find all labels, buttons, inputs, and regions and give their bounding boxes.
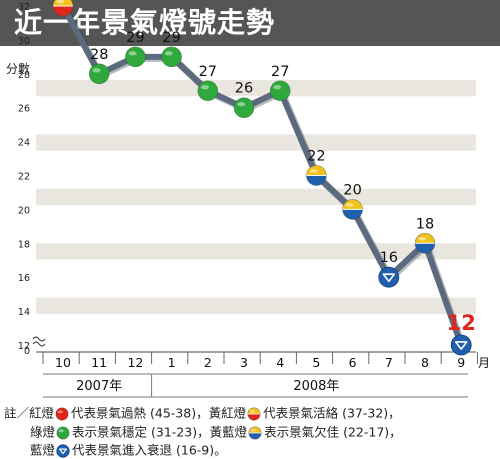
data-point [269, 80, 291, 102]
data-label: 16 [380, 250, 398, 266]
y-tick-label: 12 [18, 341, 30, 352]
y-tick-label: 28 [18, 70, 30, 81]
data-label: 12 [447, 311, 476, 335]
y-tick-label: 24 [18, 138, 30, 149]
data-label: 27 [199, 64, 217, 80]
data-point [197, 80, 219, 102]
legend-text-yellow-blue: 表示景氣欠佳 (22-17)， [264, 424, 402, 440]
data-label: 20 [343, 182, 361, 198]
legend-text-green: 表示景氣穩定 (31-23) [72, 424, 198, 440]
x-tick-label: 9 [457, 355, 465, 370]
legend-lamp-red: 紅燈 [29, 405, 55, 421]
year-label: 2008年 [293, 379, 339, 394]
x-tick-label: 7 [385, 355, 393, 370]
yellow-red-lamp-icon [247, 407, 261, 420]
x-tick-label: 2 [204, 355, 212, 370]
data-point [88, 63, 110, 85]
data-label: 22 [307, 149, 325, 165]
red-lamp-icon [55, 407, 69, 420]
y-tick-label: 30 [18, 36, 30, 47]
green-lamp-icon [56, 426, 70, 439]
y-axis-label: 分數 [6, 62, 30, 76]
series-line [60, 4, 465, 347]
data-point [125, 46, 146, 68]
data-point [306, 165, 327, 186]
data-label: 29 [126, 30, 144, 46]
y-tick-label: 22 [18, 172, 30, 183]
grid-band [36, 297, 476, 314]
y-tick-label: 16 [18, 273, 30, 284]
x-tick-label: 12 [127, 355, 143, 370]
x-tick-label: 1 [168, 355, 176, 370]
data-point [342, 199, 363, 220]
legend-prefix: 註／ [4, 405, 30, 421]
x-axis-unit: 月 [478, 356, 490, 370]
data-point [450, 334, 472, 356]
legend-row-2: 綠燈 表示景氣穩定 (31-23)，黃藍燈 表示景氣欠佳 (22-17)， [30, 424, 402, 441]
legend-text-blue: 代表景氣進入衰退 (16-9)。 [72, 442, 227, 458]
legend-row-1: 註／紅燈 代表景氣過熱 (45-38)，黃紅燈 代表景氣活絡 (37-32)， [4, 405, 401, 422]
legend-row-3: 藍燈 代表景氣進入衰退 (16-9)。 [30, 442, 227, 459]
data-label: 18 [416, 216, 434, 232]
x-tick-label: 6 [349, 355, 357, 370]
data-point [414, 233, 436, 254]
x-tick-label: 8 [421, 355, 429, 370]
legend-lamp-yellow-red: ，黃紅燈 [196, 405, 247, 421]
x-tick-label: 5 [312, 355, 320, 370]
data-point [52, 0, 74, 17]
grid-band [36, 80, 476, 97]
y-tick-label: 32 [18, 2, 30, 13]
blue-lamp-icon [56, 443, 70, 458]
axis-break-mark [32, 336, 46, 347]
legend-text-yellow-red: 代表景氣活絡 (37-32)， [263, 405, 401, 421]
x-tick-label: 11 [91, 355, 107, 370]
legend-lamp-blue: 藍燈 [30, 442, 56, 458]
y-tick-label: 26 [18, 104, 30, 115]
data-point [161, 46, 182, 68]
data-label: 29 [162, 30, 180, 46]
x-tick-label: 4 [276, 355, 284, 370]
yellow-blue-lamp-icon [248, 426, 262, 439]
x-tick-label: 3 [240, 355, 248, 370]
legend-text-red: 代表景氣過熱 (45-38) [71, 405, 197, 421]
x-tick-label: 10 [55, 355, 71, 370]
data-label: 27 [271, 64, 289, 80]
series-line-shadow [61, 5, 466, 348]
data-point [378, 266, 400, 288]
y-tick-label: 20 [18, 205, 30, 216]
grid-band [36, 134, 476, 151]
data-point [233, 97, 255, 118]
y-tick-label: 14 [18, 307, 30, 318]
y-tick-label: 18 [18, 239, 30, 250]
grid-band [36, 243, 476, 260]
legend-lamp-green: 綠燈 [30, 424, 56, 440]
y-tick-label: 0 [24, 346, 30, 357]
data-label: 28 [90, 47, 108, 63]
legend-lamp-yellow-blue: ，黃藍燈 [197, 424, 248, 440]
grid-band [36, 188, 476, 206]
year-label: 2007年 [76, 379, 122, 394]
data-label: 26 [235, 81, 253, 97]
